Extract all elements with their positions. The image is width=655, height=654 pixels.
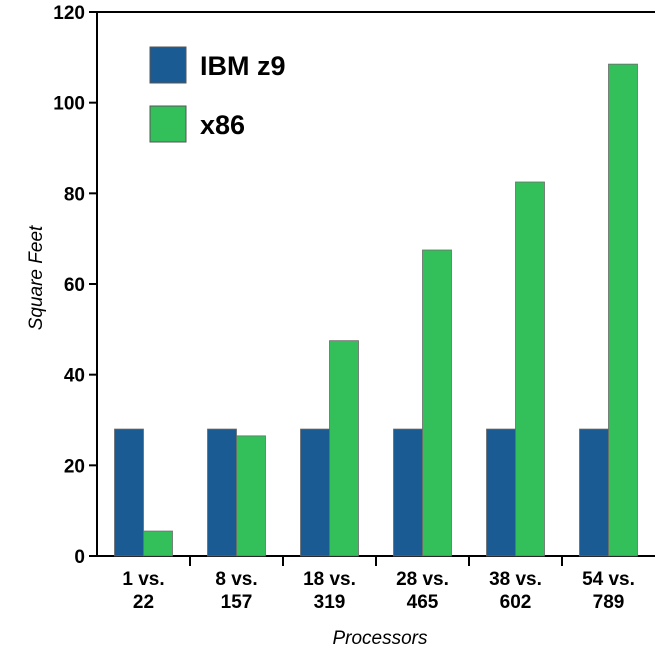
- bar-x86: [515, 181, 545, 557]
- bar-x86: [329, 340, 359, 557]
- x-tick-label: 18 vs. 319: [303, 569, 356, 613]
- chart-axes: [96, 11, 655, 557]
- x-axis-title: Processors: [332, 628, 428, 649]
- x-tick-label: 28 vs. 465: [396, 569, 449, 613]
- bar-ibm-z9: [300, 428, 330, 557]
- bars: [114, 63, 638, 557]
- y-axis-title: Square Feet: [26, 225, 47, 330]
- x-tick-label: 8 vs. 157: [215, 569, 257, 613]
- y-tick-label: 0: [74, 547, 85, 568]
- x-tick-label: 1 vs. 22: [122, 569, 164, 613]
- bar-x86: [236, 435, 266, 557]
- bar-x86: [422, 249, 452, 557]
- legend-label-x86: x86: [200, 110, 245, 140]
- bar-x86: [143, 530, 173, 557]
- y-tick-label: 100: [53, 94, 85, 115]
- bar-ibm-z9: [579, 428, 609, 557]
- bar-ibm-z9: [486, 428, 516, 557]
- legend-swatch-x86: [149, 105, 187, 143]
- bar-ibm-z9: [393, 428, 423, 557]
- x-tick-label: 54 vs. 789: [582, 569, 635, 613]
- bar-ibm-z9: [207, 428, 237, 557]
- y-tick-label: 120: [53, 3, 85, 24]
- x-ticks: 1 vs. 22 8 vs. 157 18 vs. 319 28 vs. 465 38 vs. 6…: [122, 556, 635, 613]
- y-tick-label: 40: [64, 366, 85, 387]
- bar-ibm-z9: [114, 428, 144, 557]
- y-tick-label: 80: [64, 184, 85, 205]
- legend-swatch-ibm-z9: [149, 46, 187, 84]
- legend: IBM z9 x86: [149, 46, 286, 143]
- legend-label-ibm-z9: IBM z9: [200, 51, 286, 81]
- bar-x86: [608, 63, 638, 557]
- y-ticks: 0 20 40 60 80 100 120: [53, 3, 97, 568]
- y-tick-label: 20: [64, 456, 85, 477]
- y-tick-label: 60: [64, 275, 85, 296]
- x-tick-label: 38 vs. 602: [489, 569, 542, 613]
